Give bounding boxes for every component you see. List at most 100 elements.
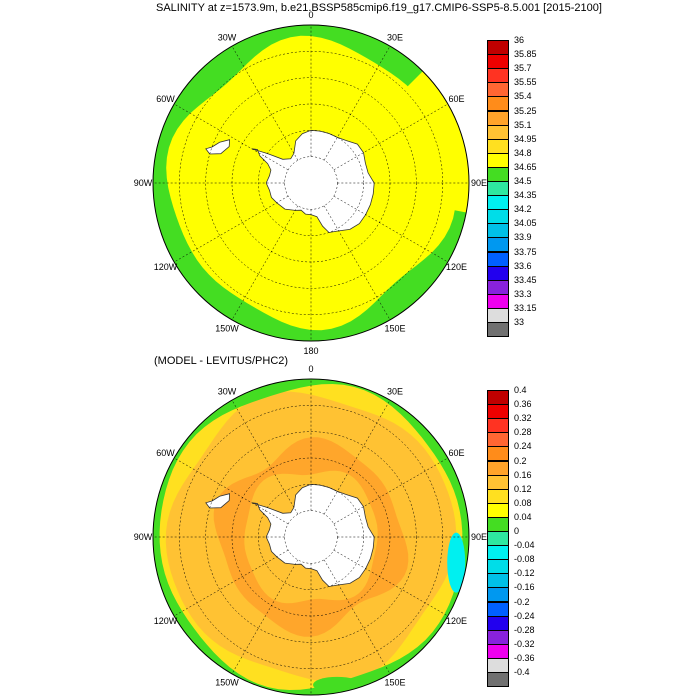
longitude-label: 60W (156, 94, 175, 104)
meridian-line (333, 103, 448, 171)
meridian-line (323, 400, 391, 515)
colorbar-level-label: 33.3 (514, 288, 532, 299)
longitude-label: 120W (154, 616, 178, 626)
longitude-label: 150E (384, 324, 405, 334)
antarctica-land (251, 483, 375, 587)
longitude-label: 90E (471, 178, 487, 188)
colorbar-level-label: -0.28 (514, 624, 535, 635)
map-field (153, 25, 469, 341)
colorbar-level-label: 34.2 (514, 204, 532, 215)
colorbar-swatch (487, 531, 509, 547)
colorbar-swatch (487, 587, 509, 603)
south-america-land (205, 493, 231, 509)
colorbar-swatch (487, 615, 509, 631)
colorbar-level-label: 0.12 (514, 483, 532, 494)
colorbar-level-label: -0.16 (514, 582, 535, 593)
colorbar-swatch (487, 138, 509, 154)
colorbar-level-label: 33.15 (514, 302, 537, 313)
colorbar-swatch (487, 629, 509, 645)
antarctica-land (251, 129, 375, 233)
colorbar-swatch (487, 390, 509, 406)
colorbar-level-label: 33.9 (514, 232, 532, 243)
colorbar-swatch (487, 601, 509, 617)
colorbar-swatch (487, 209, 509, 225)
colorbar-swatch (487, 502, 509, 518)
longitude-label: 120E (446, 262, 467, 272)
colorbar-level-label: 34.35 (514, 190, 537, 201)
longitude-label: 90W (134, 532, 153, 542)
colorbar-level-label: 36 (514, 35, 525, 45)
colorbar-swatch (487, 96, 509, 112)
meridian-line (174, 195, 289, 263)
longitude-label: 150W (215, 324, 239, 334)
colorbar-swatch (487, 573, 509, 589)
colorbar-level-label: 34.8 (514, 147, 532, 158)
salinity-map: 0 30E 60E 90E 120E 150E 180 150W 120W 90W 60W 30W (134, 10, 487, 356)
colorbar-swatch (487, 68, 509, 84)
meridian-line (231, 46, 299, 161)
colorbar-level-label: -0.12 (514, 568, 535, 579)
colorbar-level-label: 35.4 (514, 91, 532, 102)
colorbar-swatch (487, 265, 509, 281)
colorbar-swatch (487, 124, 509, 140)
colorbar-swatch (487, 195, 509, 211)
colorbar-swatch (487, 418, 509, 434)
colorbar-swatch (487, 432, 509, 448)
colorbar-swatch (487, 293, 509, 309)
colorbar-swatch (487, 404, 509, 420)
colorbar-level-label: 0.2 (514, 455, 527, 466)
salinity-map-title: SALINITY at z=1573.9m, b.e21.BSSP585cmip… (156, 2, 602, 14)
colorbar-level-label: 0.28 (514, 427, 532, 438)
meridian-line (174, 103, 289, 171)
south-america-land (205, 139, 231, 155)
longitude-label: 180 (303, 346, 318, 356)
colorbar-level-label: 0.04 (514, 511, 532, 522)
longitude-label: 60E (448, 448, 464, 458)
colorbar-swatch (487, 559, 509, 575)
longitude-label: 30W (218, 33, 237, 43)
colorbar-level-label: -0.08 (514, 554, 535, 565)
colorbar-level-label: -0.36 (514, 652, 535, 663)
map-field (153, 379, 469, 695)
colorbar-level-label: 35.55 (514, 77, 537, 88)
meridian-line (174, 549, 289, 617)
colorbar-swatch (487, 152, 509, 168)
latitude-line (258, 130, 364, 236)
colorbar-swatch (487, 40, 509, 56)
longitude-label: 90W (134, 178, 153, 188)
colorbar-level-label: 33.6 (514, 260, 532, 271)
longitude-label: 150W (215, 678, 239, 688)
colorbar-swatch (487, 307, 509, 323)
longitude-label: 30E (387, 387, 403, 397)
meridian-line (231, 400, 299, 515)
meridian-line (333, 549, 448, 617)
longitude-label: 60E (448, 94, 464, 104)
field-cyan-patch (447, 532, 466, 593)
colorbar-swatch (487, 545, 509, 561)
meridian-line (333, 457, 448, 525)
colorbar-level-label: 35.1 (514, 119, 532, 130)
colorbar-level-label: 34.05 (514, 218, 537, 229)
colorbar-level-label: 0.4 (514, 385, 527, 395)
longitude-label: 60W (156, 448, 175, 458)
longitude-label: 30W (218, 387, 237, 397)
colorbar-swatch (487, 516, 509, 532)
colorbar-level-label: -0.24 (514, 610, 535, 621)
colorbar-level-label: 34.5 (514, 176, 532, 186)
colorbar-swatch (487, 166, 509, 182)
meridian-line (333, 195, 448, 263)
meridian-line (231, 205, 299, 320)
latitude-line (205, 431, 417, 643)
colorbar-level-label: 35.85 (514, 49, 537, 60)
colorbar-level-label: 35.7 (514, 63, 532, 74)
colorbar-swatch (487, 322, 509, 338)
colorbar-level-label: 0.32 (514, 413, 532, 424)
colorbar-level-label: 33.45 (514, 274, 537, 285)
longitude-label: 90E (471, 532, 487, 542)
longitude-label: 0 (308, 10, 313, 20)
colorbar-swatch (487, 657, 509, 673)
meridian-line (231, 559, 299, 674)
colorbar-level-label: -0.4 (514, 667, 530, 677)
colorbar-level-label: -0.04 (514, 540, 535, 551)
